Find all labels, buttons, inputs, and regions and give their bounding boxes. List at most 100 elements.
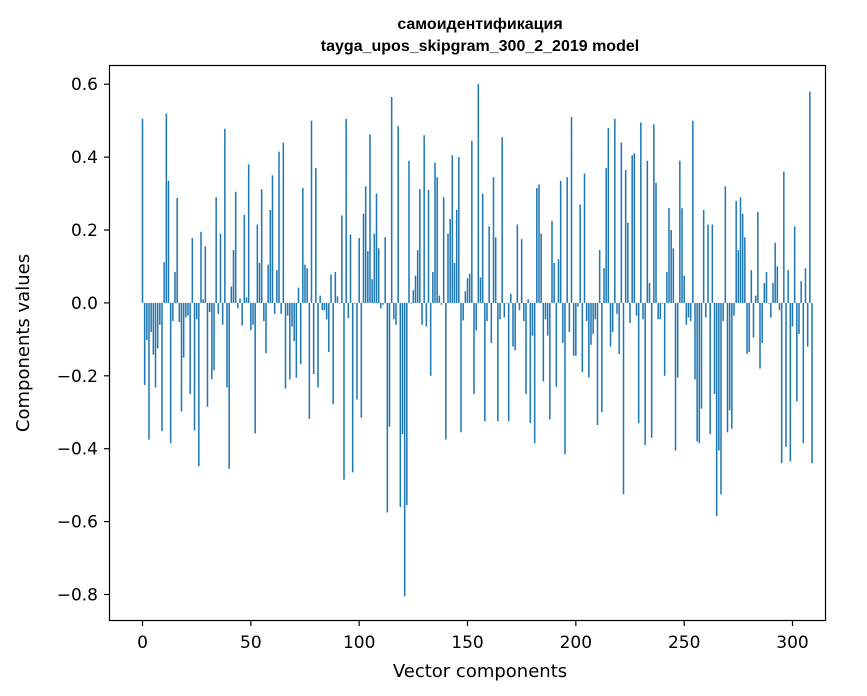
bar-91 [338, 302, 341, 304]
y-tick-label-2: −0.4 [57, 440, 98, 460]
bar-75 [304, 264, 306, 303]
bar-113 [386, 302, 389, 513]
bar-268 [722, 302, 724, 322]
bar-256 [696, 302, 698, 442]
bar-86 [328, 302, 330, 353]
bar-224 [627, 222, 629, 303]
bar-43 [234, 191, 237, 303]
bar-97 [351, 302, 354, 473]
bar-230 [640, 122, 642, 303]
bar-98 [354, 302, 356, 304]
bar-96 [349, 234, 352, 303]
bar-83 [321, 302, 324, 311]
bar-275 [737, 250, 740, 303]
bar-279 [746, 302, 748, 354]
y-tick-label-6: 0.4 [71, 148, 98, 168]
bar-156 [479, 277, 482, 303]
bar-247 [676, 302, 679, 378]
bar-123 [408, 160, 410, 303]
bar-263 [711, 224, 714, 303]
bar-87 [330, 274, 332, 303]
bar-198 [570, 117, 573, 303]
bar-65 [282, 142, 285, 303]
bar-307 [806, 302, 809, 347]
bar-107 [373, 233, 376, 303]
bar-203 [581, 302, 584, 373]
bar-296 [783, 171, 785, 303]
bar-305 [802, 302, 805, 444]
bar-293 [776, 266, 779, 303]
bar-180 [531, 302, 534, 336]
bar-173 [516, 224, 519, 303]
bar-301 [793, 226, 796, 303]
bar-141 [447, 233, 449, 303]
x-axis-label: Vector components [393, 661, 567, 682]
bar-139 [442, 197, 445, 303]
bar-206 [588, 302, 590, 378]
bar-4 [150, 302, 152, 333]
bar-202 [579, 204, 581, 303]
bar-10 [163, 262, 165, 303]
bar-193 [559, 180, 562, 303]
bar-147 [460, 302, 462, 433]
bar-191 [555, 302, 558, 387]
plot-frame [108, 64, 827, 622]
bar-14 [172, 302, 174, 322]
bar-236 [653, 124, 655, 303]
bar-286 [761, 302, 763, 343]
bar-290 [770, 302, 772, 318]
bar-181 [533, 302, 536, 444]
bar-146 [458, 157, 460, 303]
bar-285 [759, 302, 761, 369]
bar-56 [263, 302, 265, 322]
bar-241 [663, 302, 666, 376]
x-tick-label-150: 150 [451, 633, 483, 653]
bar-294 [778, 302, 781, 311]
bars-group [141, 84, 813, 597]
bar-115 [390, 96, 393, 303]
bar-137 [438, 295, 441, 303]
bar-17 [178, 302, 181, 322]
bar-253 [689, 302, 692, 322]
bar-40 [228, 302, 230, 469]
bar-55 [260, 189, 263, 303]
bar-300 [791, 302, 794, 327]
bar-30 [206, 302, 209, 407]
bar-148 [462, 302, 464, 321]
bar-13 [169, 302, 172, 444]
bar-259 [702, 209, 705, 303]
bar-73 [299, 302, 302, 365]
bar-70 [293, 302, 295, 342]
bar-178 [527, 299, 529, 303]
bar-188 [549, 302, 551, 420]
bar-12 [167, 180, 170, 303]
bar-246 [674, 302, 677, 451]
bar-165 [499, 302, 501, 320]
bar-211 [598, 250, 601, 303]
bar-187 [546, 302, 549, 336]
bar-245 [672, 248, 675, 303]
bar-308 [809, 91, 811, 303]
bar-100 [358, 238, 360, 303]
bar-108 [375, 193, 378, 303]
bar-190 [553, 262, 555, 303]
bar-104 [367, 251, 369, 303]
bar-18 [180, 302, 183, 412]
bar-283 [754, 295, 757, 303]
x-tick-label-200: 200 [560, 633, 592, 653]
bar-24 [193, 302, 196, 431]
bar-292 [774, 242, 776, 303]
bar-244 [670, 230, 672, 303]
bar-117 [395, 302, 397, 325]
bar-136 [436, 177, 438, 303]
bar-48 [245, 297, 248, 303]
bar-158 [484, 302, 486, 422]
bar-138 [440, 302, 443, 305]
x-tick-label-0: 0 [137, 633, 148, 653]
bar-16 [176, 197, 178, 303]
y-tick-label-1: −0.6 [57, 513, 98, 533]
bar-57 [265, 302, 267, 354]
bar-185 [542, 302, 545, 382]
bar-142 [449, 219, 451, 303]
bar-7 [156, 302, 159, 349]
